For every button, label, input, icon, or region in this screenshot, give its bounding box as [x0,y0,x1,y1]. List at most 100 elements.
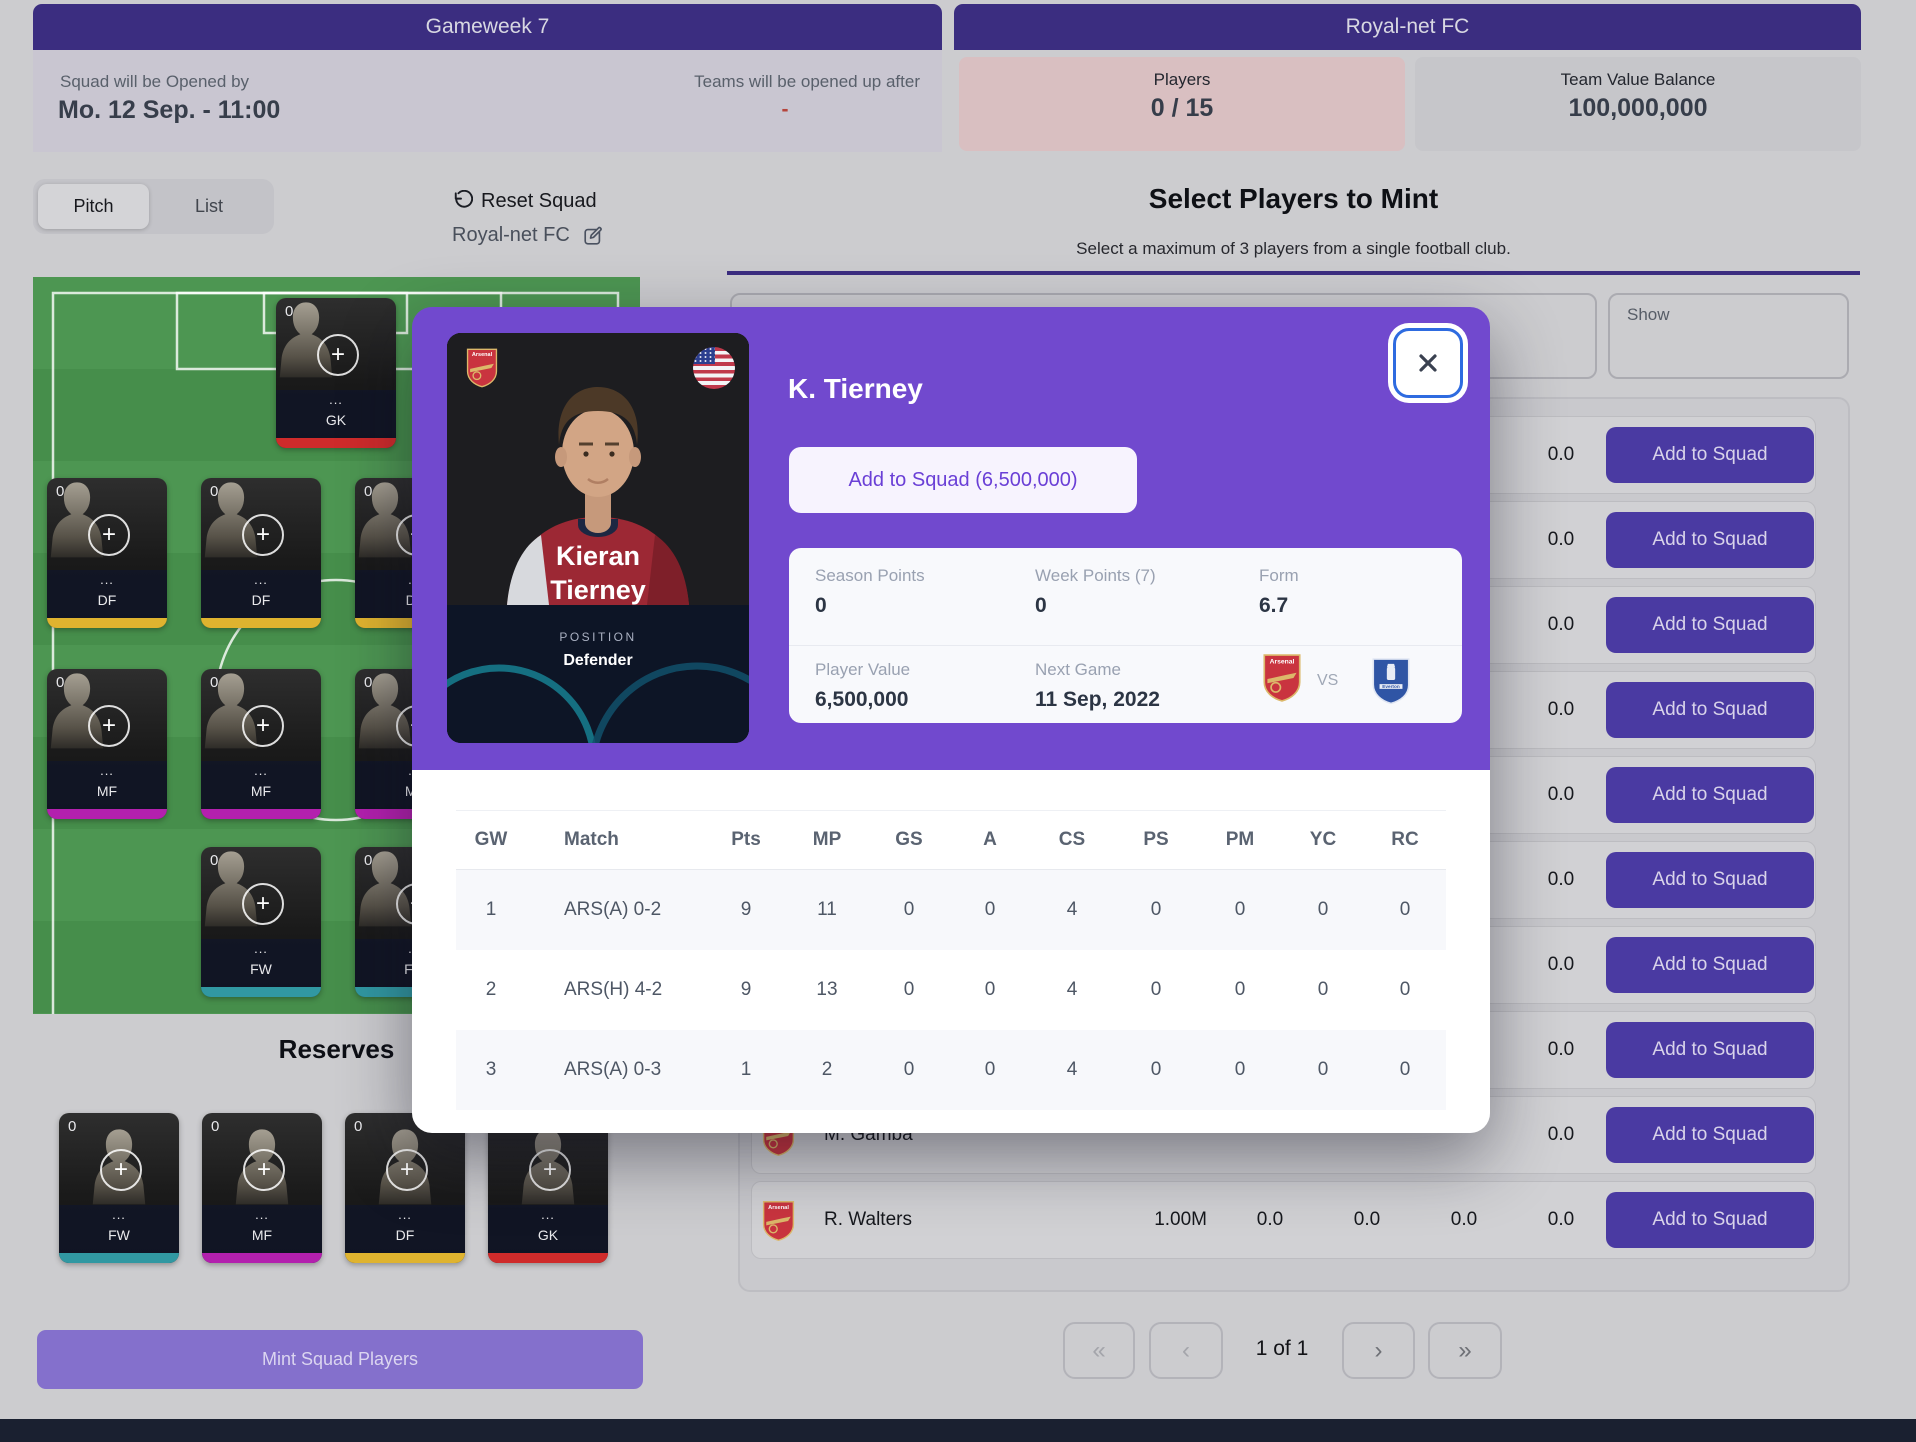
table-row: 1 ARS(A) 0-2 9 11 0 0 4 0 0 0 0 [456,869,1446,950]
card-footer [47,570,167,618]
show-select[interactable]: Show [1608,293,1849,379]
select-players-subtitle: Select a maximum of 3 players from a sin… [1076,239,1511,258]
card-points: 0 [68,1118,77,1135]
col-cs: CS [1030,810,1114,870]
reserves-title: Reserves [278,1034,395,1064]
week-points-value: 0 [1035,594,1047,617]
table-row: 3 ARS(A) 0-3 1 2 0 0 4 0 0 0 0 [456,1030,1446,1110]
gameweek-title: Gameweek 7 [425,15,550,38]
card-footer [201,570,321,618]
position-color-bar [59,1253,179,1263]
add-player-icon: + [88,705,130,747]
add-player-icon: + [243,1149,285,1191]
player-stat-4: 0.0 [1547,1039,1575,1060]
player-value: 1.00M [1154,1209,1207,1230]
add-to-squad-button[interactable]: Add to Squad [1606,1107,1814,1163]
card-points: 0 [210,852,219,869]
table-header-row: GW Match Pts MP GS A CS PS PM YC RC [456,810,1446,870]
pitch-slot-df-2[interactable]: 0 + ... DF [201,478,321,628]
card-position-label: MF [96,783,118,799]
team-name-edit[interactable]: Royal-net FC [452,224,604,247]
pagination-first-button[interactable]: « [1063,1322,1135,1379]
tab-pitch[interactable]: Pitch [38,184,149,229]
player-stat-4: 0.0 [1547,699,1575,720]
card-menu-dots: ... [100,572,114,587]
add-to-squad-button[interactable]: Add to Squad [1606,1192,1814,1248]
add-to-squad-button[interactable]: Add to Squad [1606,427,1814,483]
tab-list[interactable]: List [194,196,223,216]
modal-close-button[interactable] [1393,328,1463,398]
player-stat-4: 0.0 [1547,1209,1575,1230]
reserve-slot-fw[interactable]: 0 + ... FW [59,1113,179,1263]
col-yc: YC [1282,810,1364,870]
pitch-slot-mf-1[interactable]: 0 + ... MF [47,669,167,819]
card-footer [201,939,321,987]
card-menu-dots: ... [254,763,268,778]
pitch-slot-gk[interactable]: 0 + ... GK [276,298,396,448]
players-count-box: Players 0 / 15 [959,57,1405,151]
col-match: Match [526,810,706,870]
add-player-icon: + [100,1149,142,1191]
pitch-slot-mf-2[interactable]: 0 + ... MF [201,669,321,819]
teams-open-label: Teams will be opened up after [694,72,920,91]
col-rc: RC [1364,810,1446,870]
card-position-label: MF [250,783,272,799]
reserve-slot-df[interactable]: 0 + ... DF [345,1113,465,1263]
vs-label: VS [1317,672,1339,689]
add-to-squad-button[interactable]: Add to Squad [1606,512,1814,568]
reserve-slot-gk[interactable]: 0 + ... GK [488,1113,608,1263]
player-detail-modal: Kieran Tierney POSITION Defender K. Tier… [412,307,1490,1133]
team-name-label: Royal-net FC [452,224,570,246]
player-stat-4: 0.0 [1547,1124,1575,1145]
reset-squad-button[interactable]: Reset Squad [450,190,597,213]
card-footer [202,1205,322,1253]
balance-value: 100,000,000 [1568,94,1708,122]
player-stat-4: 0.0 [1547,954,1575,975]
modal-add-to-squad-button[interactable]: Add to Squad (6,500,000) [789,447,1137,513]
card-position-label: GK [325,412,347,428]
col-pm: PM [1198,810,1282,870]
card-position-label: DF [251,592,271,608]
team-header: Royal-net FC [954,4,1861,50]
card-footer [59,1205,179,1253]
add-to-squad-button[interactable]: Add to Squad [1606,1022,1814,1078]
pitch-slot-df-1[interactable]: 0 + ... DF [47,478,167,628]
position-color-bar [201,987,321,997]
col-mp: MP [786,810,868,870]
position-color-bar [345,1253,465,1263]
card-footer [47,761,167,809]
balance-label: Team Value Balance [1560,70,1716,89]
card-points: 0 [56,674,65,691]
table-row: 2 ARS(H) 4-2 9 13 0 0 4 0 0 0 0 [485,979,1411,1000]
reserve-slot-mf[interactable]: 0 + ... MF [202,1113,322,1263]
add-to-squad-button[interactable]: Add to Squad [1606,597,1814,653]
pagination-prev-button[interactable]: ‹ [1149,1322,1223,1379]
position-color-bar [276,438,396,448]
card-position-label: GK [537,1227,559,1243]
pagination-last-button[interactable]: » [1428,1322,1502,1379]
add-to-squad-button[interactable]: Add to Squad [1606,852,1814,908]
card-menu-dots: ... [254,941,268,956]
card-menu-dots: ... [112,1207,126,1222]
card-position-label: DF [97,592,117,608]
mint-squad-button[interactable]: Mint Squad Players [37,1330,643,1389]
add-to-squad-button[interactable]: Add to Squad [1606,937,1814,993]
add-to-squad-button[interactable]: Add to Squad [1606,682,1814,738]
card-menu-dots: ... [255,1207,269,1222]
pagination-next-button[interactable]: › [1342,1322,1415,1379]
player-stat-4: 0.0 [1547,784,1575,805]
players-value: 0 / 15 [1150,94,1214,122]
col-pts: Pts [706,810,786,870]
player-list-row-10[interactable]: R. Walters 1.00M 0.0 0.0 0.0 0.0 Add to … [751,1181,1816,1259]
pitch-slot-fw-1[interactable]: 0 + ... FW [201,847,321,997]
card-position-value: Defender [563,652,632,669]
card-footer [201,761,321,809]
season-points-label: Season Points [815,566,925,585]
gameweek-stats-table: GW Match Pts MP GS A CS PS PM YC RC 1 AR… [456,810,1446,1110]
player-stat-3: 0.0 [1450,1209,1478,1230]
player-value-amount: 6,500,000 [815,688,909,711]
card-first-name: Kieran [556,541,640,571]
add-to-squad-button[interactable]: Add to Squad [1606,767,1814,823]
card-footer [345,1205,465,1253]
